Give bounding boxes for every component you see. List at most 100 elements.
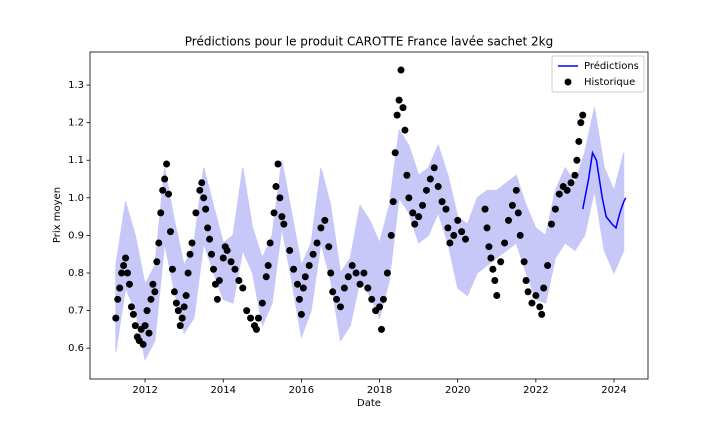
history-point [571,171,579,179]
history-point [272,183,280,191]
history-point [383,269,391,277]
history-point [426,175,434,183]
y-tick-label: 1.0 [68,193,84,204]
history-point [397,66,405,74]
prediction-line [582,150,627,230]
history-point [579,111,587,119]
history-point [393,111,401,119]
history-point [219,254,227,262]
history-point [239,284,247,292]
history-point [235,277,243,285]
history-point [118,269,126,277]
history-point [293,280,301,288]
x-tick-label: 2022 [523,385,548,396]
y-tick-label: 0.6 [68,343,84,354]
history-point [192,209,200,217]
x-tick-label: 2020 [445,385,470,396]
history-point [295,295,303,303]
history-point [204,224,212,232]
history-point [555,190,563,198]
history-point [161,175,169,183]
history-point [209,265,217,273]
y-tick-label: 1.1 [68,155,84,166]
history-point [206,235,214,243]
legend-marker [564,78,572,86]
history-point [544,261,552,269]
y-tick-label: 0.8 [68,268,84,279]
history-point [168,265,176,273]
history-point [348,261,356,269]
history-point [411,220,419,228]
history-point [532,292,540,300]
history-point [131,322,139,330]
history-point [125,280,133,288]
history-point [122,254,130,262]
history-point [147,295,155,303]
history-point [213,295,221,303]
history-point [254,314,262,322]
history-point [180,303,188,311]
history-point [231,265,239,273]
history-point [153,258,161,266]
history-point [317,224,325,232]
history-point [409,209,417,217]
history-point [577,119,585,127]
history-point [182,292,190,300]
history-point [516,231,524,239]
legend-label: Historique [584,77,635,88]
history-point [166,228,174,236]
history-point [114,295,122,303]
history-point [493,292,501,300]
history-point [573,156,581,164]
history-point [524,288,532,296]
history-point [430,164,438,172]
history-point [297,310,305,318]
x-tick-label: 2016 [289,385,314,396]
history-point [563,186,571,194]
history-point [157,209,165,217]
history-point [243,307,251,315]
history-point [485,243,493,251]
uncertainty-band [115,107,625,361]
history-point [336,303,344,311]
history-point [378,325,386,333]
history-point [270,209,278,217]
history-point [462,235,470,243]
history-point [278,213,286,221]
chart-title: Prédictions pour le produit CAROTTE Fran… [185,35,553,49]
history-point [401,126,409,134]
y-tick-label: 1.2 [68,118,84,129]
history-point [399,104,407,112]
history-point [196,186,204,194]
history-point [444,224,452,232]
history-point [202,205,210,213]
history-point [415,213,423,221]
history-point [528,299,536,307]
history-point [329,288,337,296]
y-tick-label: 0.7 [68,306,84,317]
history-point [547,220,555,228]
x-tick-label: 2014 [211,385,236,396]
history-point [170,288,178,296]
history-point [340,284,348,292]
history-point [487,254,495,262]
history-point [551,205,559,213]
history-point [450,231,458,239]
history-point [129,310,137,318]
history-point [116,284,124,292]
history-point [483,224,491,232]
history-point [540,284,548,292]
history-point [344,273,352,281]
history-point [155,239,163,247]
legend-box [551,55,645,93]
history-point [389,198,397,206]
history-point [198,179,206,187]
history-point [176,322,184,330]
history-point [356,280,364,288]
history-point [508,201,516,209]
history-point [258,299,266,307]
history-point [522,277,530,285]
history-point [280,220,288,228]
history-point [208,250,216,258]
history-point [505,216,512,224]
